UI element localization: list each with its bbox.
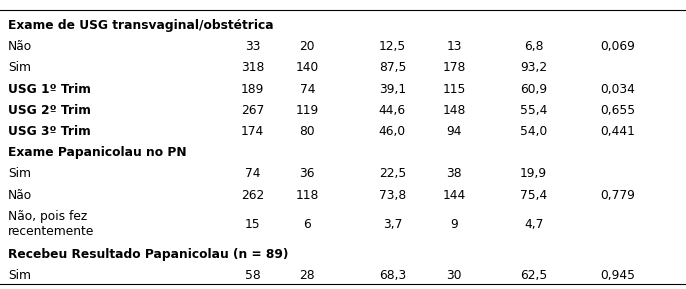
Text: 19,9: 19,9 bbox=[520, 168, 547, 180]
Text: 30: 30 bbox=[447, 269, 462, 282]
Text: 74: 74 bbox=[300, 83, 315, 95]
Text: 0,945: 0,945 bbox=[600, 269, 635, 282]
Text: 94: 94 bbox=[447, 125, 462, 138]
Text: Sim: Sim bbox=[8, 168, 32, 180]
Text: 93,2: 93,2 bbox=[520, 61, 547, 74]
Text: 318: 318 bbox=[241, 61, 264, 74]
Text: 0,655: 0,655 bbox=[600, 104, 635, 117]
Text: 9: 9 bbox=[450, 218, 458, 231]
Text: 189: 189 bbox=[241, 83, 264, 95]
Text: Recebeu Resultado Papanicolau (n = 89): Recebeu Resultado Papanicolau (n = 89) bbox=[8, 247, 289, 260]
Text: Exame Papanicolau no PN: Exame Papanicolau no PN bbox=[8, 146, 187, 159]
Text: Sim: Sim bbox=[8, 61, 32, 74]
Text: 0,069: 0,069 bbox=[600, 40, 635, 53]
Text: Não, pois fez: Não, pois fez bbox=[8, 210, 88, 223]
Text: 60,9: 60,9 bbox=[520, 83, 547, 95]
Text: 36: 36 bbox=[300, 168, 315, 180]
Text: 0,779: 0,779 bbox=[600, 189, 635, 202]
Text: 13: 13 bbox=[447, 40, 462, 53]
Text: 0,034: 0,034 bbox=[600, 83, 635, 95]
Text: 267: 267 bbox=[241, 104, 264, 117]
Text: 75,4: 75,4 bbox=[520, 189, 547, 202]
Text: 6: 6 bbox=[303, 218, 311, 231]
Text: 20: 20 bbox=[300, 40, 315, 53]
Text: 68,3: 68,3 bbox=[379, 269, 406, 282]
Text: 73,8: 73,8 bbox=[379, 189, 406, 202]
Text: 46,0: 46,0 bbox=[379, 125, 406, 138]
Text: 28: 28 bbox=[300, 269, 315, 282]
Text: 33: 33 bbox=[245, 40, 260, 53]
Text: recentemente: recentemente bbox=[8, 225, 95, 238]
Text: 55,4: 55,4 bbox=[520, 104, 547, 117]
Text: 118: 118 bbox=[296, 189, 319, 202]
Text: 44,6: 44,6 bbox=[379, 104, 406, 117]
Text: 6,8: 6,8 bbox=[524, 40, 543, 53]
Text: 178: 178 bbox=[442, 61, 466, 74]
Text: 87,5: 87,5 bbox=[379, 61, 406, 74]
Text: 0,441: 0,441 bbox=[600, 125, 635, 138]
Text: Exame de USG transvaginal/obstétrica: Exame de USG transvaginal/obstétrica bbox=[8, 19, 274, 32]
Text: 39,1: 39,1 bbox=[379, 83, 406, 95]
Text: 74: 74 bbox=[245, 168, 260, 180]
Text: 38: 38 bbox=[447, 168, 462, 180]
Text: Não: Não bbox=[8, 40, 32, 53]
Text: Não: Não bbox=[8, 189, 32, 202]
Text: 58: 58 bbox=[245, 269, 260, 282]
Text: 174: 174 bbox=[241, 125, 264, 138]
Text: 4,7: 4,7 bbox=[524, 218, 543, 231]
Text: 22,5: 22,5 bbox=[379, 168, 406, 180]
Text: USG 2º Trim: USG 2º Trim bbox=[8, 104, 91, 117]
Text: 12,5: 12,5 bbox=[379, 40, 406, 53]
Text: 262: 262 bbox=[241, 189, 264, 202]
Text: 62,5: 62,5 bbox=[520, 269, 547, 282]
Text: USG 1º Trim: USG 1º Trim bbox=[8, 83, 91, 95]
Text: 3,7: 3,7 bbox=[383, 218, 402, 231]
Text: 119: 119 bbox=[296, 104, 319, 117]
Text: Sim: Sim bbox=[8, 269, 32, 282]
Text: 148: 148 bbox=[442, 104, 466, 117]
Text: 144: 144 bbox=[442, 189, 466, 202]
Text: 80: 80 bbox=[300, 125, 315, 138]
Text: 54,0: 54,0 bbox=[520, 125, 547, 138]
Text: 140: 140 bbox=[296, 61, 319, 74]
Text: 15: 15 bbox=[245, 218, 260, 231]
Text: 115: 115 bbox=[442, 83, 466, 95]
Text: USG 3º Trim: USG 3º Trim bbox=[8, 125, 91, 138]
